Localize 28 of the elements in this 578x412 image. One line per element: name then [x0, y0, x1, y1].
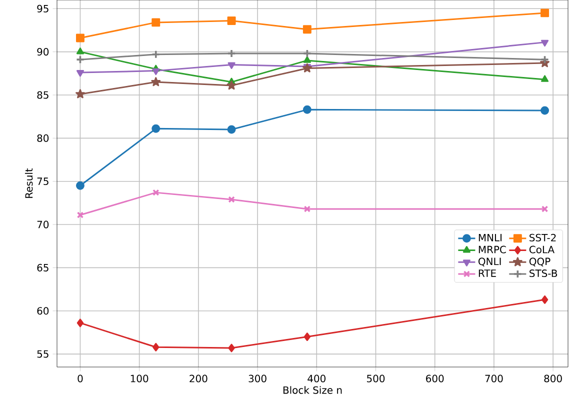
y-tick-label: 95 — [37, 4, 48, 12]
x-tick-label: 500 — [367, 374, 385, 382]
y-tick-label: 85 — [37, 91, 48, 99]
x-tick-label: 200 — [190, 374, 208, 382]
x-tick-label: 400 — [308, 374, 326, 382]
y-tick-label: 90 — [37, 48, 49, 56]
x-tick-label: 100 — [130, 374, 148, 382]
y-axis-title: Result — [24, 168, 33, 198]
y-tick-label: 75 — [37, 178, 48, 186]
legend-label: RTE — [478, 270, 496, 277]
legend-label: MNLI — [478, 234, 502, 242]
x-tick-label: 800 — [544, 374, 562, 382]
legend-label: SST-2 — [530, 234, 556, 242]
legend-label: QQP — [529, 258, 550, 266]
y-tick-label: 65 — [37, 264, 48, 272]
x-tick-label: 700 — [485, 374, 503, 382]
x-tick-label: 0 — [78, 374, 83, 382]
legend-label: MRPC — [478, 246, 506, 254]
x-axis-title: Block Size n — [283, 386, 342, 394]
y-tick-label: 80 — [37, 134, 49, 142]
y-tick-label: 60 — [37, 307, 49, 315]
y-tick-label: 55 — [37, 350, 48, 358]
y-tick-label: 70 — [37, 220, 49, 228]
legend-label: CoLA — [529, 246, 554, 254]
legend-label: QNLI — [478, 258, 501, 266]
x-tick-label: 600 — [426, 374, 444, 382]
legend-label: STS-B — [530, 270, 558, 278]
x-tick-label: 300 — [248, 374, 266, 382]
